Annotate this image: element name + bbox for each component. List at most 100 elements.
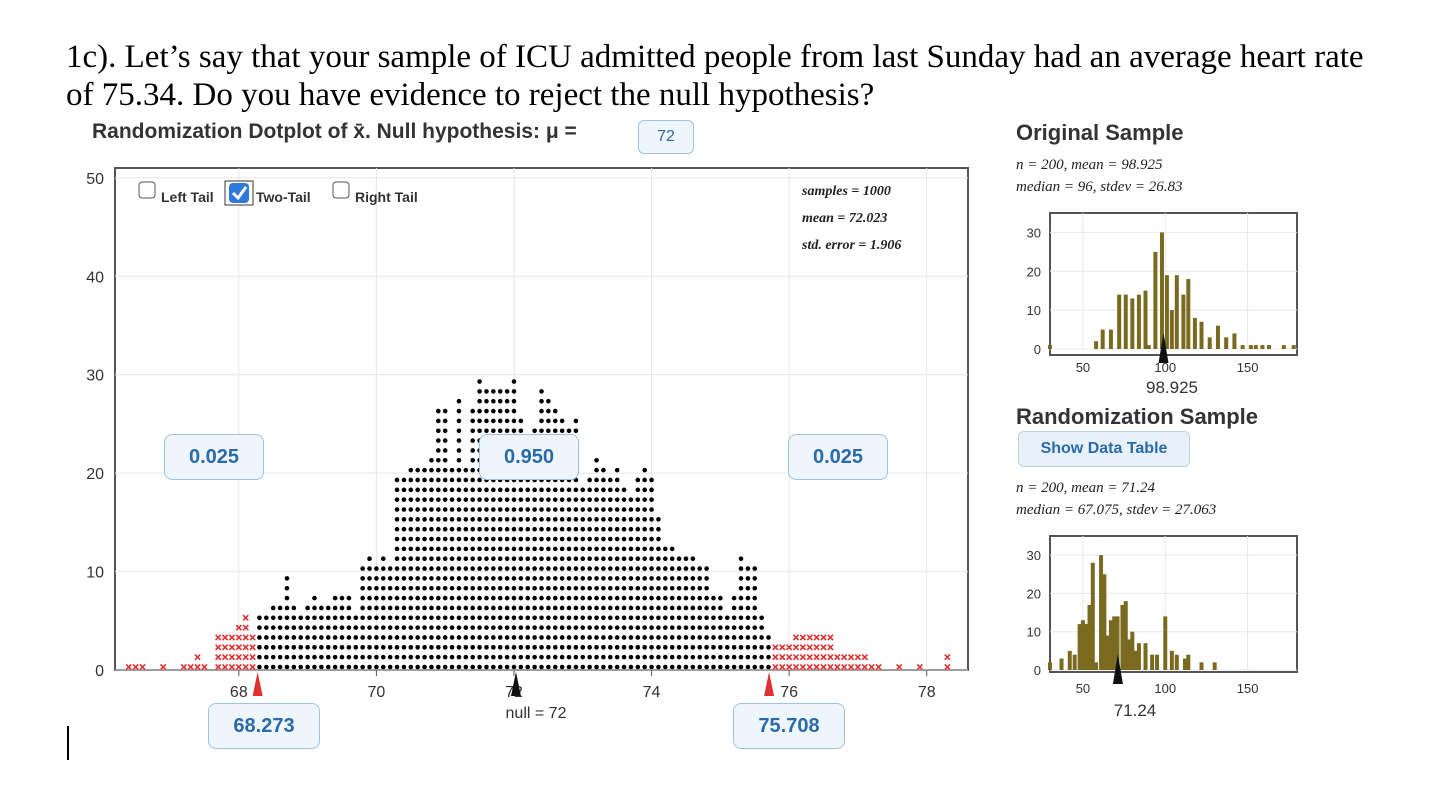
dot-mark (628, 645, 634, 650)
dot-mark (683, 585, 689, 591)
right-cutoff-box[interactable]: 75.708 (733, 703, 845, 749)
dot-mark (374, 595, 379, 601)
left-tail-checkbox[interactable]: Left Tail (138, 181, 214, 205)
histogram-bar (1224, 337, 1229, 349)
dot-mark (442, 467, 448, 473)
null-mu-input[interactable]: 72 (638, 120, 694, 154)
show-data-table-button[interactable]: Show Data Table (1018, 431, 1190, 467)
dot-mark (360, 654, 365, 660)
dot-mark (463, 536, 469, 542)
dot-mark (360, 615, 365, 621)
dot-mark (601, 546, 606, 552)
histogram-bar (1077, 624, 1082, 670)
dot-mark (518, 605, 524, 611)
dot-mark (759, 654, 764, 660)
dot-mark (367, 595, 372, 601)
histogram-bar (1059, 658, 1064, 670)
dot-mark (470, 438, 476, 443)
dot-mark (339, 654, 345, 660)
dot-mark (401, 507, 407, 512)
dot-mark (731, 595, 737, 601)
dot-mark (731, 615, 737, 621)
dot-mark (511, 605, 517, 611)
dot-mark (587, 605, 592, 611)
dot-mark (628, 615, 634, 621)
middle-proportion[interactable]: 0.950 (479, 434, 579, 480)
dot-mark (587, 536, 592, 542)
dot-mark (463, 526, 469, 532)
dot-mark (477, 645, 482, 650)
dot-mark (436, 635, 441, 640)
dot-mark (270, 625, 276, 630)
dot-mark (264, 654, 269, 660)
dot-mark (436, 487, 441, 493)
right-tail-proportion[interactable]: 0.025 (788, 434, 888, 480)
dot-mark (470, 546, 476, 552)
dot-mark (752, 645, 758, 650)
right-tail-checkbox[interactable]: Right Tail (332, 181, 418, 205)
dot-mark (456, 428, 462, 434)
dot-mark (491, 398, 496, 404)
dot-mark (484, 664, 489, 670)
two-tail-checkbox[interactable]: Two-Tail (224, 180, 311, 206)
dot-mark (339, 645, 345, 650)
original-chart-frame (1049, 212, 1298, 356)
dot-mark (477, 625, 482, 630)
dot-mark (325, 635, 331, 640)
dot-mark (518, 497, 524, 502)
dot-mark (676, 615, 682, 621)
left-cutoff-box[interactable]: 68.273 (208, 703, 320, 749)
tail-dot-mark (242, 663, 249, 671)
dot-mark (367, 576, 372, 581)
dot-mark (683, 625, 689, 630)
dot-mark (656, 635, 661, 640)
dot-mark (449, 576, 455, 581)
dot-mark (656, 585, 661, 591)
dot-mark (552, 408, 558, 414)
dot-mark (312, 625, 317, 630)
dot-mark (394, 664, 400, 670)
dot-mark (614, 477, 620, 483)
dot-mark (628, 526, 634, 532)
dot-mark (470, 448, 476, 453)
histogram-bar (1267, 345, 1272, 349)
dot-mark (470, 526, 476, 532)
dot-mark (408, 487, 414, 493)
left-tail-proportion[interactable]: 0.025 (164, 434, 264, 480)
dot-mark (614, 536, 620, 542)
tail-dot-mark (806, 653, 813, 661)
null-marker (510, 672, 521, 696)
dot-mark (704, 615, 709, 621)
dot-mark (415, 576, 420, 581)
original-mean-label: 98.925 (1146, 378, 1198, 397)
dot-mark (422, 487, 427, 493)
dot-mark (594, 605, 599, 611)
dot-mark (442, 645, 448, 650)
dot-mark (546, 507, 551, 512)
dot-mark (621, 664, 627, 670)
dot-mark (319, 625, 324, 630)
dot-mark (580, 556, 586, 562)
dot-mark (422, 536, 427, 542)
dot-mark (628, 654, 634, 660)
svg-text:Right Tail: Right Tail (355, 189, 418, 205)
left-cutoff-marker (252, 672, 263, 696)
dot-mark (504, 389, 510, 394)
dot-mark (429, 635, 434, 640)
dot-mark (491, 645, 496, 650)
dot-mark (436, 517, 441, 522)
dot-mark (594, 546, 599, 552)
dot-mark (663, 654, 668, 660)
dot-mark (649, 576, 654, 581)
dot-mark (711, 654, 716, 660)
dot-mark (587, 566, 592, 571)
dot-mark (360, 595, 365, 601)
randomization-stats: n = 200, mean = 71.24 median = 67.075, s… (1016, 480, 1217, 518)
tail-dot-mark (854, 653, 862, 661)
dot-mark (415, 536, 420, 542)
dot-mark (415, 497, 420, 502)
dot-mark (367, 605, 372, 611)
dot-mark (339, 615, 345, 621)
dot-mark (552, 556, 558, 562)
histogram-bar (1207, 337, 1212, 349)
